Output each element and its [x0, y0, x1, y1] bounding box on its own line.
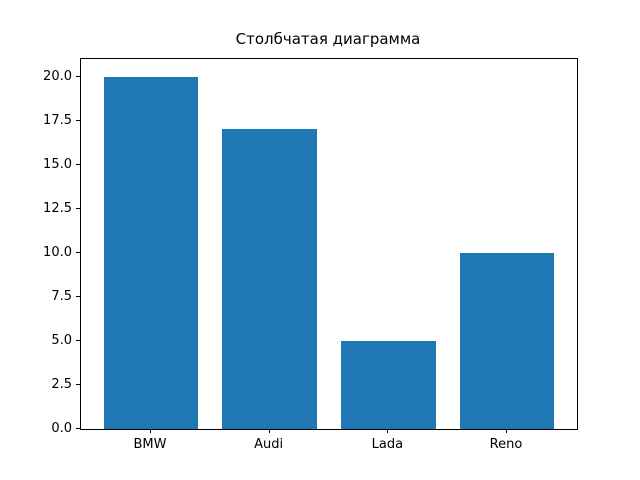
y-tick-label: 10.0: [43, 244, 72, 260]
x-tick-label: BMW: [133, 437, 167, 452]
x-tick-mark: [387, 429, 389, 433]
y-tick-label: 15.0: [43, 156, 72, 172]
chart-title: Столбчатая диаграмма: [235, 30, 421, 48]
y-tick-mark: [76, 339, 80, 341]
y-tick-mark: [76, 75, 80, 77]
y-tick-label: 7.5: [51, 288, 72, 304]
y-tick-label: 17.5: [43, 112, 72, 128]
plot-area: [80, 58, 578, 430]
y-tick-mark: [76, 207, 80, 209]
bar-BMW: [103, 76, 199, 429]
x-tick-label: Reno: [489, 437, 523, 452]
y-tick-mark: [76, 251, 80, 253]
x-tick-mark: [268, 429, 270, 433]
y-tick-label: 20.0: [43, 68, 72, 84]
y-tick-label: 12.5: [43, 200, 72, 216]
x-tick-mark: [505, 429, 507, 433]
y-tick-label: 2.5: [51, 376, 72, 392]
y-tick-label: 0.0: [51, 421, 72, 436]
bar-Audi: [222, 129, 318, 429]
x-tick-label: Audi: [254, 437, 284, 452]
y-tick-mark: [76, 383, 80, 385]
y-tick-mark: [76, 428, 80, 429]
y-tick-mark: [76, 119, 80, 121]
x-tick-mark: [150, 429, 151, 433]
y-tick-mark: [76, 163, 80, 165]
bar-Reno: [459, 252, 555, 429]
y-tick-label: 5.0: [51, 332, 72, 348]
y-tick-mark: [76, 295, 80, 297]
x-tick-label: Lada: [371, 437, 404, 452]
bar-Lada: [340, 340, 436, 429]
